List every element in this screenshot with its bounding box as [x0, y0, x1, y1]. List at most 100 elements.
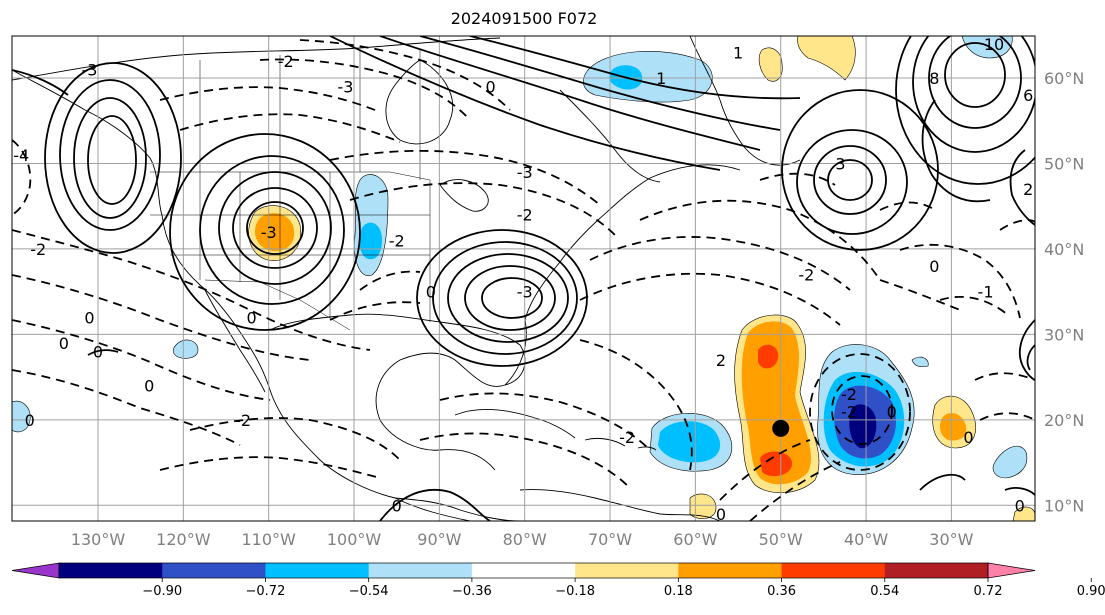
negative-anomaly-far-east — [992, 445, 1028, 479]
colorbar-tick-label: 0.72 — [974, 584, 1003, 599]
dashed-pacific-nw — [12, 139, 32, 216]
contour-label: 1 — [656, 69, 666, 88]
contour-label: 0 — [59, 334, 69, 353]
negative-anomaly-mid-east — [911, 356, 929, 368]
map-title: 2024091500 F072 — [450, 9, 598, 28]
contour-label: 0 — [426, 283, 436, 302]
dashed-west-1 — [12, 229, 371, 351]
contour-low-southeast-1 — [481, 277, 543, 319]
colorbar-bin — [368, 563, 473, 578]
longitude-label: 130°W — [71, 530, 126, 549]
contour-low-northatlantic-1 — [827, 159, 873, 201]
dashed-contours — [12, 39, 1035, 521]
dashed-atlantic-1 — [589, 236, 851, 291]
contour-southeast-edge-b — [1026, 344, 1035, 371]
atlantic-coast — [504, 164, 741, 386]
contour-high-iceland-4 — [895, 36, 1035, 185]
dashed-north-1 — [159, 86, 381, 113]
longitude-label: 70°W — [588, 530, 632, 549]
greenland-outline — [689, 36, 801, 166]
dashed-north-2 — [179, 113, 401, 143]
longitude-label: 30°W — [929, 530, 973, 549]
latitude-label: 20°N — [1044, 411, 1084, 430]
contour-label: 1 — [733, 43, 743, 62]
colorbar-bin — [162, 563, 266, 578]
latitude-labels: 60°N 50°N 40°N 30°N 20°N 10°N — [1044, 69, 1084, 515]
contour-label: -2 — [517, 206, 533, 225]
contour-label: -2 — [235, 411, 251, 430]
contour-label: -3 — [517, 163, 533, 182]
contour-label: -3 — [261, 223, 277, 242]
contour-label: 6 — [1023, 86, 1033, 105]
longitude-label: 60°W — [673, 530, 717, 549]
contour-low-rockies-5 — [169, 133, 361, 331]
dashed-central-1 — [189, 417, 401, 461]
dashed-atlantic-4 — [879, 279, 961, 311]
cuba — [454, 408, 576, 439]
contour-low-rockies-4 — [199, 155, 345, 305]
central-america — [394, 497, 471, 521]
colorbar-tick-label: 0.54 — [870, 584, 899, 599]
contour-label: 0 — [929, 257, 939, 276]
longitude-label: 50°W — [759, 530, 803, 549]
contour-label: -2 — [30, 240, 46, 259]
storm-center-marker — [772, 419, 790, 437]
contour-far-east-edge — [1009, 149, 1035, 226]
solid-contours — [12, 36, 1035, 521]
contour-north-band-1 — [379, 36, 761, 151]
dashed-northeast-2 — [879, 201, 936, 211]
dashed-gulf-1 — [359, 270, 421, 291]
dashed-gulf-2 — [329, 301, 421, 321]
contour-label: 2 — [716, 351, 726, 370]
dashed-east-1 — [899, 243, 1021, 319]
longitude-label: 90°W — [417, 530, 461, 549]
dashed-west-3 — [12, 319, 271, 401]
contour-label: -3 — [81, 60, 97, 79]
positive-anomaly-peak-north — [758, 344, 779, 369]
latitude-label: 30°N — [1044, 325, 1084, 344]
canada-arctic-coast — [12, 37, 501, 81]
contour-label: 0 — [963, 428, 973, 447]
dashed-southeast-1 — [719, 439, 811, 501]
colorbar-tick-label: 0.36 — [767, 584, 796, 599]
colorbar-bin — [781, 563, 886, 578]
contour-label: 0 — [144, 377, 154, 396]
contour-low-southeast-5 — [416, 229, 588, 367]
great-lakes — [439, 179, 489, 212]
contour-southwest — [379, 488, 491, 521]
colorbar-bin — [471, 563, 576, 578]
contour-north-band-3 — [469, 36, 801, 100]
contour-label: -2 — [798, 266, 814, 285]
positive-anomaly-caribbean-south — [689, 493, 717, 519]
contour-label: 0 — [84, 308, 94, 327]
colorbar-frame — [58, 562, 989, 579]
contour-label: -1 — [978, 283, 994, 302]
contour-high-iceland-3 — [912, 36, 1035, 153]
colorbar-extend-high — [987, 562, 1036, 579]
longitude-labels: 130°W 120°W 110°W 100°W 90°W 80°W 70°W 60°W 50°W… — [71, 530, 974, 549]
dashed-atlantic-2 — [579, 272, 841, 326]
puerto-rico — [637, 446, 657, 451]
contour-low-northatlantic-4 — [781, 89, 939, 251]
dashed-east-3 — [979, 412, 1035, 421]
dashed-canada-2 — [349, 182, 616, 236]
contour-label: -3 — [517, 283, 533, 302]
dashed-north-3 — [259, 58, 471, 121]
longitude-label: 100°W — [327, 530, 382, 549]
contour-high-iceland-2 — [928, 36, 1022, 129]
dashed-east-2 — [939, 296, 1009, 316]
colorbar: −0.90 −0.72 −0.54 −0.36 −0.18 0.18 0.36 0.54 0.7… — [11, 562, 1105, 599]
south-america-north-coast — [519, 489, 721, 521]
dashed-central-2 — [159, 456, 381, 479]
us-mexico-border — [204, 279, 351, 331]
canadian-province-lines — [199, 50, 421, 180]
contour-label: -4 — [13, 146, 29, 165]
latitude-label: 50°N — [1044, 154, 1084, 173]
longitude-label: 110°W — [242, 530, 297, 549]
contour-label: -2 — [841, 385, 857, 404]
positive-anomaly-greenland-a — [797, 36, 856, 81]
contour-east-of-storm — [919, 473, 966, 491]
longitude-label: 120°W — [156, 530, 211, 549]
negative-anomaly-east-pacific — [172, 339, 199, 359]
colorbar-tick-label: −0.90 — [142, 584, 182, 599]
